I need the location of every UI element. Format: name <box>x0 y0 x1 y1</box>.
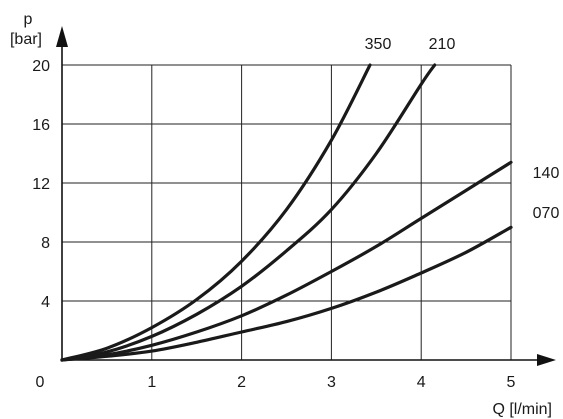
curve-label-070: 070 <box>533 205 560 222</box>
curve-210 <box>60 63 437 362</box>
y-axis-unit: [bar] <box>10 31 42 48</box>
x-tick-label: 3 <box>327 374 336 391</box>
curve-070 <box>60 225 513 362</box>
x-tick-label: 5 <box>507 374 516 391</box>
curve-label-140: 140 <box>533 165 560 182</box>
y-tick-label: 4 <box>41 294 50 311</box>
y-axis-arrow-icon <box>56 26 68 47</box>
y-tick-label: 16 <box>32 117 50 134</box>
curve-140 <box>60 160 513 362</box>
x-tick-label: 2 <box>237 374 246 391</box>
curve-350 <box>60 63 372 362</box>
y-tick-label: 20 <box>32 58 50 75</box>
x-tick-label: 4 <box>417 374 426 391</box>
curves <box>60 63 513 362</box>
curve-label-210: 210 <box>429 36 456 53</box>
x-axis-arrow-icon <box>537 354 556 366</box>
x-tick-label: 1 <box>147 374 156 391</box>
grid <box>62 64 512 360</box>
y-tick-label: 12 <box>32 176 50 193</box>
axes <box>56 26 556 366</box>
y-tick-label: 8 <box>41 235 50 252</box>
x-tick-label: 0 <box>36 374 45 391</box>
curve-label-350: 350 <box>365 36 392 53</box>
x-axis-label: Q [l/min] <box>492 401 552 418</box>
y-axis-symbol: p <box>24 11 33 28</box>
